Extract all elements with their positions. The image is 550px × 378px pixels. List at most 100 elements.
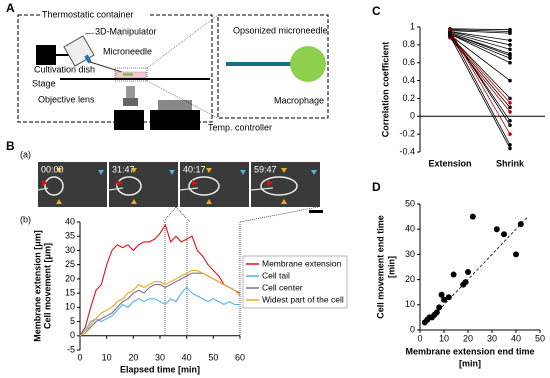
pair-line — [449, 32, 511, 50]
pair-point — [508, 31, 512, 36]
manipulator-base — [36, 45, 56, 65]
pair-point — [448, 30, 452, 35]
heater — [158, 100, 192, 110]
controller-label: Temp. controller — [208, 122, 272, 132]
pair-point — [508, 101, 512, 105]
pair-line — [449, 30, 511, 135]
arrowhead — [42, 180, 48, 186]
x-tick-label: 40 — [511, 333, 521, 343]
pair-point — [508, 47, 512, 52]
y-tick-label: 5 — [70, 316, 75, 326]
point — [517, 221, 524, 228]
y-axis-label: Correlation coefficient — [380, 42, 390, 138]
y-axis-label: [min] — [386, 256, 396, 278]
needle — [89, 61, 126, 74]
arrowhead — [56, 168, 62, 173]
x-tick-label: 30 — [487, 333, 497, 343]
pair-point — [508, 143, 512, 147]
pair-line — [449, 35, 511, 149]
point — [445, 294, 452, 301]
y-tick-label: -5 — [67, 344, 75, 354]
point — [469, 213, 476, 220]
pair-line — [449, 34, 511, 81]
x-tick-label: 40 — [182, 352, 192, 362]
series-line — [79, 286, 240, 337]
label-bg — [40, 9, 148, 20]
panel-label: D — [372, 180, 381, 194]
dish-cells — [123, 73, 133, 76]
panel-label: A — [6, 1, 15, 15]
arrowhead — [56, 199, 62, 204]
scale-bar — [309, 210, 323, 213]
point — [450, 271, 457, 278]
timestamp: 40:17 — [183, 164, 206, 174]
y-tick-label: 0.4 — [402, 75, 415, 85]
y-tick-label: 40 — [65, 216, 75, 226]
x-axis-label: Elapsed time [min] — [120, 364, 200, 374]
pair-point — [508, 60, 512, 65]
cell — [44, 176, 64, 196]
point — [441, 296, 447, 303]
x-tick-label: 10 — [102, 352, 112, 362]
legend-label: Membrane extension — [262, 258, 342, 268]
series-line — [79, 269, 241, 337]
y-tick-label: 40 — [405, 224, 415, 234]
y-tick-label: 20 — [405, 274, 415, 284]
zoom-line — [146, 14, 219, 69]
y-tick-label: 0.8 — [402, 39, 415, 49]
x-tick-label: 30 — [155, 352, 165, 362]
pair-point — [508, 118, 512, 123]
pair-point — [508, 43, 512, 47]
y-tick-label: 10 — [405, 299, 415, 309]
pair-line — [449, 32, 511, 56]
panel-label: B — [6, 139, 15, 153]
legend-label: Widest part of the cell — [262, 294, 344, 304]
arrowhead — [131, 168, 137, 173]
x-tick-label: 0 — [417, 333, 422, 343]
x-tick-label: Extension — [428, 158, 471, 168]
zoom-box — [114, 67, 148, 82]
pair-line — [449, 31, 511, 46]
pair-point — [508, 53, 512, 58]
y-axis-label: Cell movement [μm] — [42, 243, 52, 329]
pair-point — [508, 38, 512, 43]
pair-line — [449, 29, 511, 32]
y-tick-label: -0.4 — [399, 146, 415, 156]
micrograph — [109, 162, 178, 207]
series-line — [79, 272, 241, 337]
frame-link — [239, 206, 319, 223]
y-tick-label: 0.2 — [402, 93, 415, 103]
controller-box — [150, 110, 200, 130]
stage-label: Stage — [32, 78, 56, 88]
frame-link — [162, 206, 177, 223]
microneedle-label: Microneedle — [103, 46, 152, 56]
y-tick-label: 20 — [65, 273, 75, 283]
inset-needle-label: Opsonized microneedle — [233, 25, 328, 35]
point — [462, 279, 469, 286]
arrowhead — [281, 168, 287, 173]
pair-line — [449, 35, 511, 99]
subpanel-label: (b) — [20, 214, 31, 224]
point — [438, 291, 445, 298]
y-tick-label: 50 — [405, 198, 415, 208]
y-tick-label: 0.6 — [402, 57, 415, 67]
legend-label: Cell tail — [262, 270, 290, 280]
panel-label: C — [372, 4, 381, 18]
x-tick-label: Shrink — [496, 158, 525, 168]
point — [433, 309, 440, 316]
zoom-line — [146, 80, 219, 119]
point — [436, 304, 443, 311]
inset-box — [217, 14, 329, 119]
x-tick-label: 60 — [235, 352, 245, 362]
pair-line — [449, 31, 511, 41]
point — [501, 231, 507, 238]
schematic: Thermostatic container 3D-Manipulator Mi… — [17, 9, 329, 132]
pair-line — [449, 33, 511, 59]
needle — [108, 187, 124, 191]
y-tick-label: 35 — [65, 231, 75, 241]
inset-cell — [290, 46, 326, 82]
x-tick-label: 10 — [439, 333, 449, 343]
arrowhead — [98, 170, 104, 175]
